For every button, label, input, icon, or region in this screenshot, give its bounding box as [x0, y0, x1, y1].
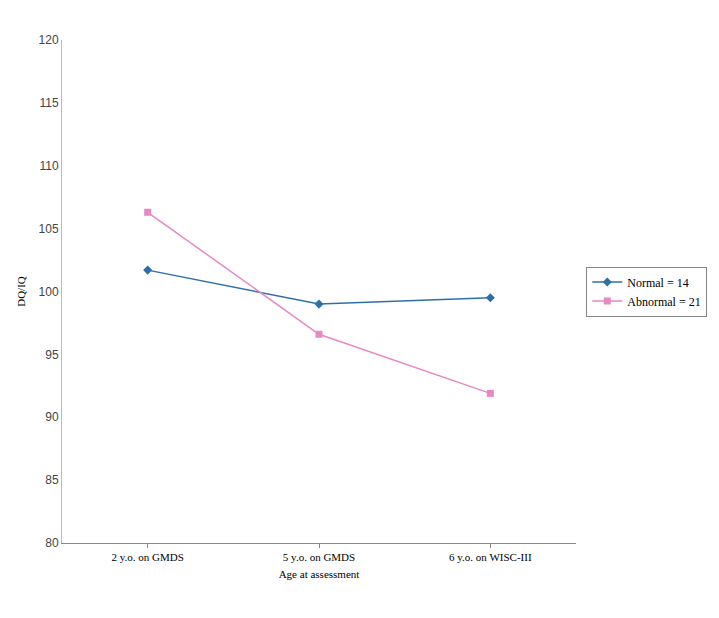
svg-text:80: 80: [45, 536, 59, 550]
svg-text:120: 120: [39, 33, 59, 47]
svg-text:DQ/IQ: DQ/IQ: [15, 276, 27, 307]
svg-text:Abnormal = 21: Abnormal = 21: [627, 295, 700, 309]
svg-text:85: 85: [45, 473, 59, 487]
svg-text:95: 95: [45, 348, 59, 362]
svg-text:Normal = 14: Normal = 14: [627, 276, 688, 290]
svg-text:110: 110: [39, 159, 58, 173]
svg-text:90: 90: [45, 410, 59, 424]
svg-text:115: 115: [39, 96, 58, 110]
svg-text:6 y.o. on WISC-III: 6 y.o. on WISC-III: [449, 551, 532, 563]
svg-text:5 y.o. on GMDS: 5 y.o. on GMDS: [283, 551, 355, 563]
svg-text:Age at assessment: Age at assessment: [279, 568, 360, 580]
svg-text:2 y.o. on GMDS: 2 y.o. on GMDS: [112, 551, 184, 563]
svg-text:100: 100: [39, 285, 59, 299]
svg-text:105: 105: [39, 222, 59, 236]
